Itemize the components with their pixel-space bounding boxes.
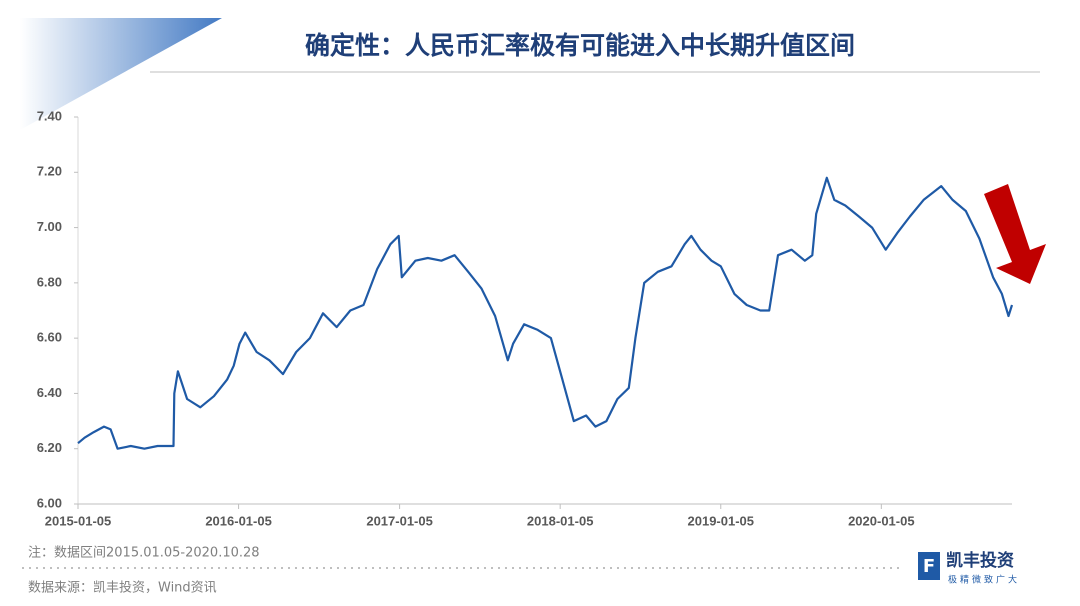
chart-title: 确定性：人民币汇率极有可能进入中长期升值区间	[305, 31, 855, 60]
y-tick-label: 6.80	[37, 274, 62, 289]
logo-letter: F	[923, 556, 935, 577]
footnote: 注：数据区间2015.01.05-2020.10.28	[28, 546, 260, 561]
x-tick-label: 2020-01-05	[848, 513, 915, 528]
source: 数据来源：凯丰投资，Wind资讯	[28, 580, 217, 596]
logo-mark	[918, 552, 940, 580]
x-tick-label: 2018-01-05	[527, 513, 594, 528]
y-tick-label: 7.40	[37, 108, 62, 123]
x-tick-label: 2015-01-05	[45, 513, 112, 528]
y-tick-label: 7.00	[37, 219, 62, 234]
x-tick-label: 2017-01-05	[366, 513, 433, 528]
x-tick-label: 2019-01-05	[688, 513, 755, 528]
down-arrow	[984, 184, 1046, 284]
y-tick-label: 6.60	[37, 330, 62, 345]
line-series	[77, 176, 1014, 450]
y-tick-label: 6.00	[37, 495, 62, 510]
y-tick-label: 7.20	[37, 164, 62, 179]
y-tick-label: 6.40	[37, 385, 62, 400]
corner-decoration	[20, 18, 222, 130]
y-tick-label: 6.20	[37, 440, 62, 455]
x-tick-label: 2016-01-05	[205, 513, 272, 528]
logo-slogan: 极精微致广大	[948, 574, 1020, 586]
logo-name: 凯丰投资	[946, 550, 1014, 571]
